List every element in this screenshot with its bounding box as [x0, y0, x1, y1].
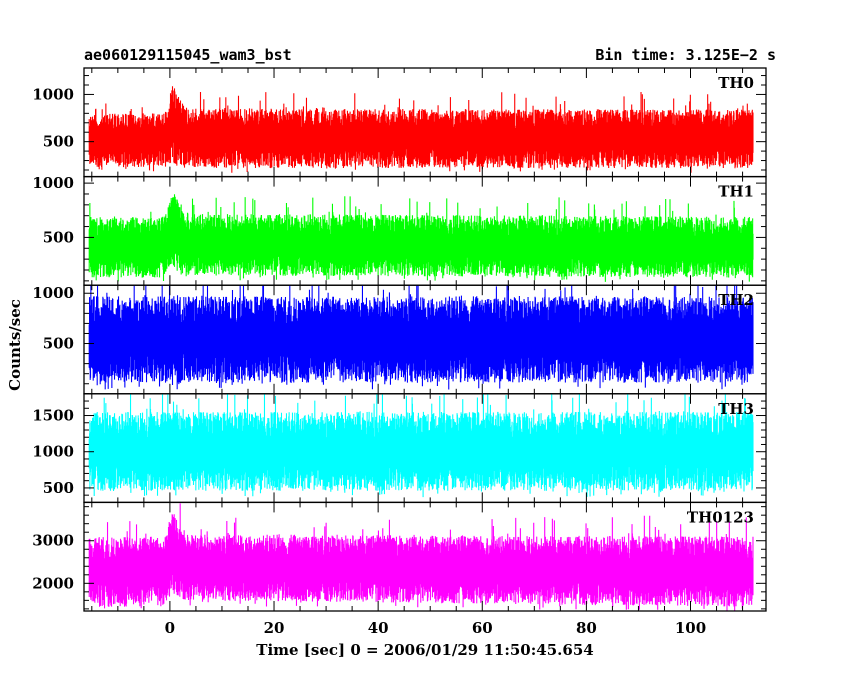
series-th2: [88, 285, 754, 390]
panels-group: 500 1000 TH0 500 1000 TH1 500 1000 TH2 500 1000 150…: [32, 67, 767, 612]
panel-label-th3: TH3: [718, 400, 754, 418]
x-tick-label: 100: [675, 619, 706, 637]
y-tick-label: 1500: [32, 407, 74, 425]
x-axis-label: Time [sec] 0 = 2006/01/29 11:50:45.654: [256, 641, 593, 659]
x-tick-label: 40: [368, 619, 389, 637]
panel-label-th0123: TH0123: [687, 508, 754, 526]
panel-label-th0: TH0: [718, 74, 754, 92]
y-tick-label: 1000: [32, 443, 74, 461]
y-tick-label: 500: [43, 133, 74, 151]
y-tick-label: 500: [43, 479, 74, 497]
x-tick-label: 80: [576, 619, 597, 637]
y-tick-label: 500: [43, 228, 74, 246]
series-th1: [88, 194, 754, 282]
panel-label-th2: TH2: [718, 291, 754, 309]
panel-th2: 500 1000 TH2: [32, 284, 767, 395]
bin-time-label: Bin time: 3.125E−2 s: [595, 46, 776, 64]
y-tick-label: 1000: [32, 85, 74, 103]
x-tick-label: 0: [165, 619, 175, 637]
series-th0: [88, 86, 754, 173]
y-tick-label: 3000: [32, 532, 74, 550]
series-th3: [88, 393, 754, 498]
panel-frame: [83, 501, 767, 612]
panel-th0123: 2000 3000 TH0123: [32, 501, 767, 612]
x-tick-label: 60: [472, 619, 493, 637]
panel-th3: 500 1000 1500 TH3: [32, 393, 767, 504]
panel-th1: 500 1000 TH1: [32, 174, 767, 286]
x-tick-labels: 0 20 40 60 80 100: [165, 619, 706, 637]
y-axis-label: Counts/sec: [6, 299, 24, 391]
panel-label-th1: TH1: [718, 183, 754, 201]
chart-title: ae060129115045_wam3_bst: [84, 46, 292, 64]
y-tick-label: 1000: [32, 284, 74, 302]
panel-th0: 500 1000 TH0: [32, 67, 767, 178]
y-tick-label: 1000: [32, 174, 74, 192]
y-tick-label: 500: [43, 335, 74, 353]
series-th0123: [88, 503, 754, 611]
y-tick-label: 2000: [32, 574, 74, 592]
x-tick-label: 20: [264, 619, 285, 637]
